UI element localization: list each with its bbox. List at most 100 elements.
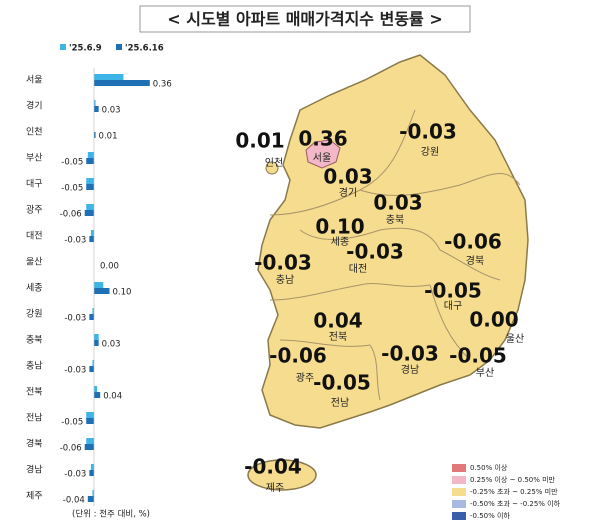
value-label: -0.06 — [60, 210, 82, 220]
value-label: -0.03 — [64, 470, 86, 480]
map-legend-label: 0.25% 이상 ~ 0.50% 미만 — [470, 475, 556, 484]
bar — [92, 308, 94, 314]
bar — [89, 470, 94, 476]
category-label: 세종 — [26, 283, 43, 294]
legend-swatch — [60, 44, 66, 50]
map-legend-swatch — [452, 500, 466, 508]
value-label: 0.03 — [102, 340, 121, 350]
category-label: 광주 — [26, 204, 43, 216]
region-name: 광주 — [296, 372, 314, 384]
region-name: 경북 — [466, 254, 484, 267]
category-label: 충남 — [26, 361, 43, 372]
region-value: 0.03 — [323, 165, 372, 189]
map-legend-swatch — [452, 464, 466, 472]
category-label: 대구 — [26, 179, 43, 190]
value-label: -0.03 — [64, 366, 86, 376]
bar — [86, 158, 94, 164]
region-name: 전북 — [329, 331, 347, 343]
region-name: 전남 — [331, 397, 349, 409]
value-label: 0.03 — [102, 106, 121, 116]
title-box — [139, 5, 471, 33]
province-border — [269, 109, 521, 401]
bar — [86, 184, 94, 190]
bar — [94, 392, 101, 398]
bar — [94, 288, 110, 294]
region-value: -0.03 — [254, 251, 312, 275]
bar — [86, 178, 94, 184]
map-legend-label: -0.50% 초과 ~ -0.25% 이하 — [470, 499, 561, 508]
map-legend-label: 0.50% 이상 — [470, 463, 508, 472]
category-label: 전남 — [26, 413, 43, 424]
region-name: 인천 — [265, 157, 283, 169]
incheon-island — [265, 161, 279, 175]
bar — [94, 100, 96, 106]
value-label: 0.04 — [103, 392, 122, 402]
bar — [89, 314, 94, 320]
bar — [86, 204, 94, 210]
region-name: 경남 — [401, 363, 419, 376]
bar — [92, 360, 94, 366]
map-legend-swatch — [452, 488, 466, 496]
region-value: -0.05 — [313, 371, 371, 395]
unit-note: (단위 : 전주 대비, %) — [72, 509, 150, 520]
region-value: -0.03 — [346, 240, 404, 264]
bar — [89, 366, 94, 372]
region-value: 0.10 — [315, 215, 364, 239]
bar — [90, 230, 94, 236]
value-label: -0.06 — [60, 444, 82, 454]
category-label: 전북 — [26, 387, 43, 398]
value-label: -0.03 — [64, 236, 86, 246]
bar — [87, 152, 94, 158]
region-value: 0.03 — [373, 191, 422, 215]
bar — [94, 106, 99, 112]
bar — [90, 464, 94, 470]
category-label: 충북 — [26, 335, 43, 346]
bar — [86, 438, 94, 444]
category-label: 제주 — [26, 491, 43, 502]
region-name: 강원 — [421, 146, 439, 158]
map-legend-label: -0.25% 초과 ~ 0.25% 미만 — [470, 487, 558, 496]
category-label: 강원 — [26, 309, 43, 320]
category-label: 서울 — [26, 75, 43, 86]
jeju-island — [247, 459, 317, 491]
region-value: -0.03 — [381, 342, 439, 366]
region-name: 대구 — [444, 300, 462, 312]
category-label: 경북 — [26, 438, 43, 450]
value-label: -0.05 — [61, 184, 83, 194]
value-label: 0.01 — [99, 132, 118, 142]
bar — [87, 496, 94, 502]
bar — [94, 340, 99, 346]
bar — [92, 490, 94, 496]
value-label: -0.05 — [61, 158, 83, 168]
region-name: 서울 — [313, 152, 331, 164]
map-legend-swatch — [452, 512, 466, 520]
region-name: 세종 — [331, 236, 349, 248]
category-label: 경기 — [26, 100, 43, 112]
category-label: 경남 — [26, 464, 43, 476]
legend-swatch — [116, 44, 122, 50]
category-label: 인천 — [26, 127, 43, 138]
region-value: -0.06 — [269, 344, 327, 368]
region-value: 0.01 — [235, 129, 284, 153]
bar — [94, 334, 99, 340]
region-value: -0.06 — [444, 230, 502, 254]
bar — [94, 74, 124, 80]
region-value: -0.04 — [244, 455, 302, 479]
category-label: 대전 — [26, 231, 43, 242]
category-label: 부산 — [26, 153, 43, 164]
region-name: 제주 — [266, 482, 284, 494]
region-value: 0.00 — [469, 308, 518, 332]
value-label: -0.03 — [64, 314, 86, 324]
region-value: -0.03 — [399, 120, 457, 144]
bar — [94, 80, 150, 86]
value-label: -0.05 — [61, 418, 83, 428]
region-value: 0.36 — [298, 127, 347, 151]
title: < 시도별 아파트 매매가격지수 변동률 > — [167, 10, 442, 29]
bar — [94, 282, 104, 288]
region-name: 부산 — [476, 367, 494, 379]
region-name: 경기 — [339, 186, 357, 199]
value-label: 0.00 — [100, 262, 119, 272]
bar — [94, 132, 96, 138]
legend-label: '25.6.9 — [69, 44, 102, 54]
